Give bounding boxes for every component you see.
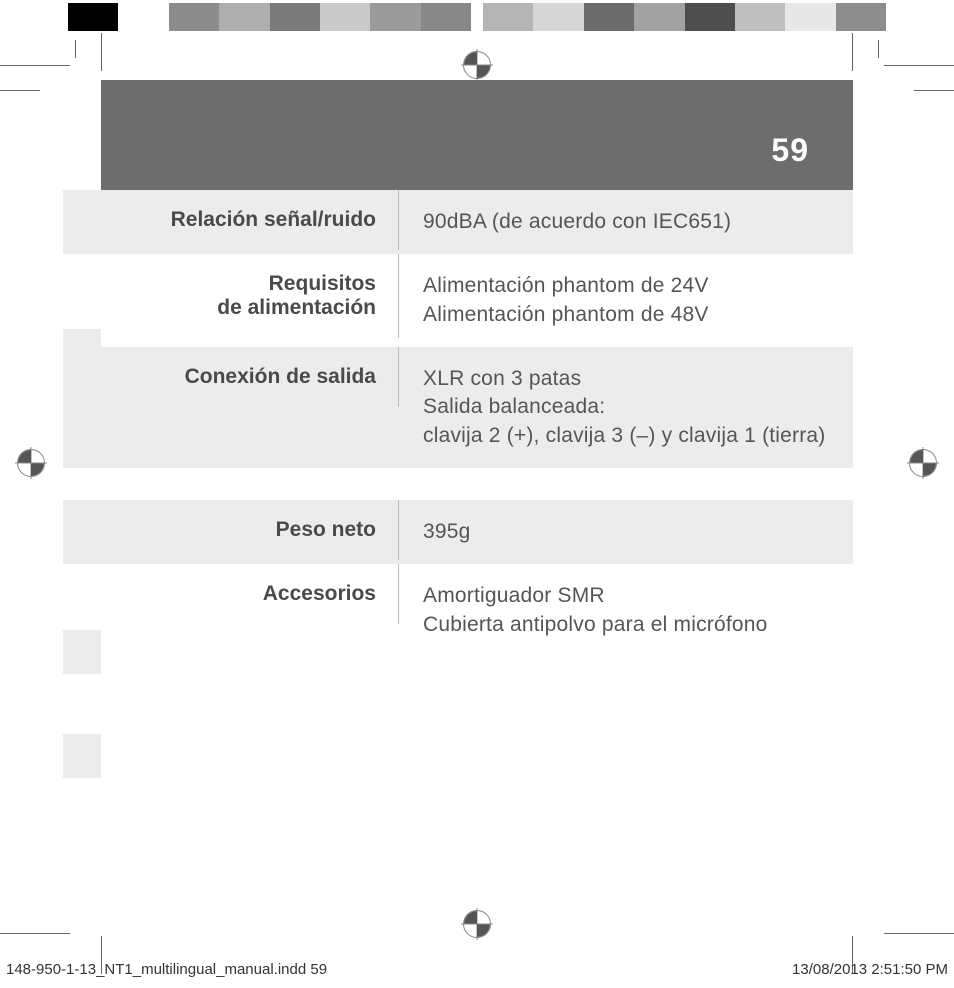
spec-label: Requisitosde alimentación	[63, 254, 399, 338]
footer-filename: 148-950-1-13_NT1_multilingual_manual.ind…	[6, 961, 327, 978]
spec-value-line: 395g	[423, 518, 833, 546]
spec-value-line: Salida balanceada:	[423, 393, 833, 421]
crop-mark	[75, 40, 76, 58]
color-swatch	[68, 3, 118, 31]
spec-value-line: Cubierta antipolvo para el micrófono	[423, 611, 833, 639]
footer-datetime: 13/08/2013 2:51:50 PM	[792, 961, 948, 978]
color-swatch	[483, 3, 533, 31]
table-row: Conexión de salidaXLR con 3 patasSalida …	[63, 347, 853, 468]
spec-value: 90dBA (de acuerdo con IEC651)	[399, 190, 853, 254]
color-swatch	[584, 3, 634, 31]
spec-value: Alimentación phantom de 24VAlimentación …	[399, 254, 853, 347]
registration-mark-icon	[463, 910, 491, 938]
color-swatch	[169, 3, 219, 31]
spec-value: XLR con 3 patasSalida balanceada:clavija…	[399, 347, 853, 468]
spec-value-line: XLR con 3 patas	[423, 365, 833, 393]
crop-mark	[852, 33, 853, 71]
page-number: 59	[771, 132, 809, 169]
crop-mark	[0, 90, 40, 91]
crop-mark	[884, 933, 954, 934]
page-header-band: 59	[101, 80, 853, 190]
spec-value-line: 90dBA (de acuerdo con IEC651)	[423, 208, 833, 236]
crop-mark	[884, 65, 954, 66]
registration-mark-icon	[909, 449, 937, 477]
color-swatch	[634, 3, 684, 31]
spec-label: Accesorios	[63, 564, 399, 624]
margin-square	[63, 630, 101, 674]
spec-value-line: Alimentación phantom de 24V	[423, 272, 833, 300]
spec-value-line: clavija 2 (+), clavija 3 (–) y clavija 1…	[423, 422, 833, 450]
color-swatch	[370, 3, 420, 31]
crop-mark	[914, 90, 954, 91]
specifications-table: Relación señal/ruido 90dBA (de acuerdo co…	[63, 190, 853, 620]
color-calibration-bar	[68, 3, 886, 31]
margin-square	[63, 329, 101, 373]
spec-label: Peso neto	[63, 500, 399, 560]
table-row: Relación señal/ruido 90dBA (de acuerdo co…	[63, 190, 853, 254]
print-proof-page: 59 Relación señal/ruido 90dBA (de acuerdo…	[0, 0, 954, 988]
color-swatch	[735, 3, 785, 31]
color-swatch	[219, 3, 269, 31]
crop-mark	[0, 933, 70, 934]
color-swatch	[785, 3, 835, 31]
margin-square	[63, 734, 101, 778]
spec-value-line: Amortiguador SMR	[423, 582, 833, 610]
color-swatch	[685, 3, 735, 31]
spec-label: Relación señal/ruido	[63, 190, 399, 250]
table-row: AccesoriosAmortiguador SMRCubierta antip…	[63, 564, 853, 657]
spec-value-line: Alimentación phantom de 48V	[423, 301, 833, 329]
color-swatch	[836, 3, 886, 31]
registration-mark-icon	[463, 51, 491, 79]
spec-value: 395g	[399, 500, 853, 564]
crop-mark	[878, 40, 879, 58]
table-row: Requisitosde alimentaciónAlimentación ph…	[63, 254, 853, 347]
spec-label: Conexión de salida	[63, 347, 399, 407]
color-swatch	[270, 3, 320, 31]
color-swatch	[320, 3, 370, 31]
color-swatch	[118, 3, 168, 31]
table-row: Peso neto 395g	[63, 500, 853, 564]
color-swatch	[421, 3, 471, 31]
color-swatch	[533, 3, 583, 31]
crop-mark	[0, 65, 70, 66]
spec-value: Amortiguador SMRCubierta antipolvo para …	[399, 564, 853, 657]
crop-mark	[101, 33, 102, 71]
registration-mark-icon	[17, 449, 45, 477]
